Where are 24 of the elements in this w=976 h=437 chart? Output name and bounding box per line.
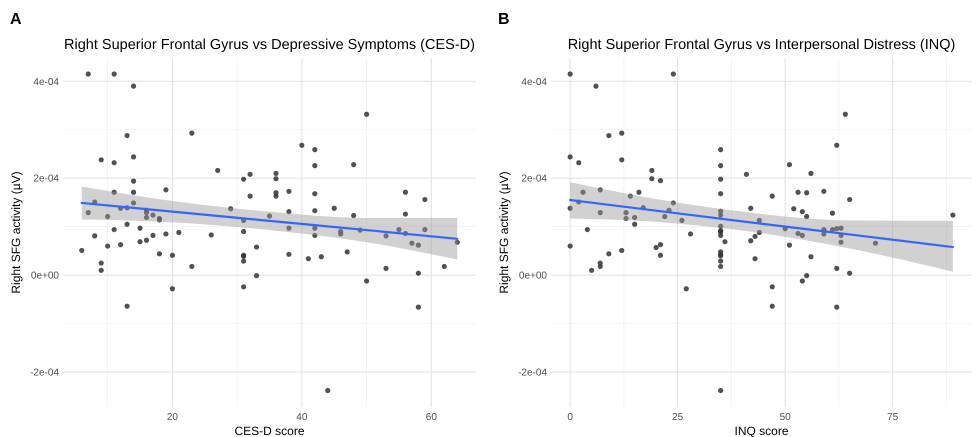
y-tick-label: 4e-04 (33, 76, 60, 88)
x-tick-label: 25 (672, 412, 684, 423)
x-tick-label: 50 (780, 412, 792, 423)
y-tick-label: 4e-04 (521, 76, 548, 88)
y-tick-label: -2e-04 (30, 368, 60, 379)
x-tick-label: 20 (166, 412, 178, 423)
y-axis-title: Right SFG activity (µV) (9, 171, 23, 294)
y-tick-label: 0e+00 (518, 270, 548, 282)
chart-title: Right Superior Frontal Gyrus vs Depressive Symptoms (CES-D) (64, 37, 475, 53)
y-tick-label: -2e-04 (518, 368, 548, 379)
x-tick-label: 0 (567, 412, 574, 423)
line-series (569, 198, 954, 248)
y-tick-label: 2e-04 (33, 174, 60, 185)
y-axis-title: Right SFG activity (µV) (497, 171, 511, 294)
text: A (10, 11, 22, 28)
y-tick-label: 0e+00 (30, 270, 60, 282)
x-tick-label: 60 (426, 412, 438, 423)
x-axis-title: CES-D score (234, 424, 305, 437)
x-tick-label: 40 (296, 412, 308, 423)
chart-title: Right Superior Frontal Gyrus vs Interpersonal Distress (INQ) (568, 37, 956, 53)
x-tick-label: 75 (887, 412, 899, 423)
x-axis-title: INQ score (734, 424, 789, 437)
y-tick-label: 2e-04 (521, 174, 548, 185)
text: B (498, 11, 510, 28)
